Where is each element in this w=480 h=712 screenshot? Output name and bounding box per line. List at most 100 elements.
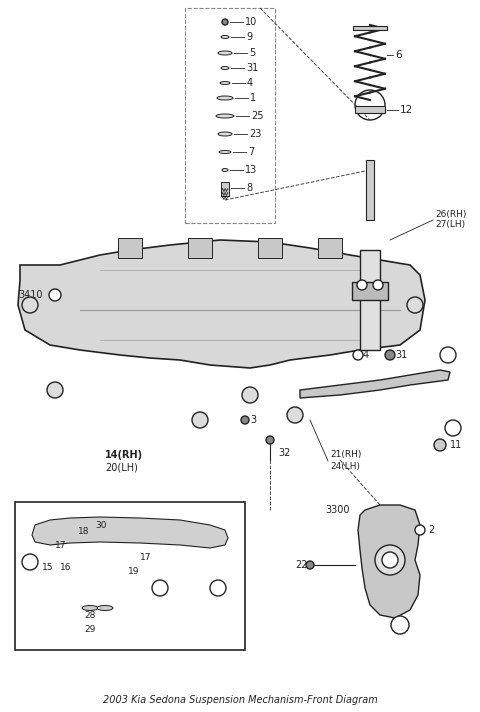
Text: 4: 4 (247, 78, 253, 88)
Text: B: B (215, 584, 221, 592)
Bar (353, 26, 387, 30)
Circle shape (22, 554, 38, 570)
Circle shape (210, 580, 226, 596)
Text: 22: 22 (295, 560, 308, 570)
Text: 19: 19 (128, 567, 140, 577)
Text: 21(RH): 21(RH) (330, 451, 361, 459)
Bar (258, 238, 282, 258)
Text: C: C (396, 620, 403, 630)
Text: 28: 28 (84, 610, 96, 619)
Circle shape (59, 526, 77, 544)
Circle shape (375, 545, 405, 575)
Circle shape (266, 436, 274, 444)
Circle shape (415, 525, 425, 535)
Bar (318, 238, 342, 258)
Text: 24(LH): 24(LH) (330, 463, 360, 471)
Text: 6: 6 (395, 50, 402, 60)
Circle shape (241, 416, 249, 424)
Ellipse shape (216, 114, 234, 118)
Text: 31: 31 (395, 350, 407, 360)
Text: C: C (450, 423, 456, 433)
Bar (352, 282, 388, 300)
Circle shape (22, 297, 38, 313)
Text: 26(RH): 26(RH) (435, 211, 467, 219)
Circle shape (434, 439, 446, 451)
Circle shape (152, 580, 168, 596)
Bar (366, 160, 374, 220)
Text: 29: 29 (84, 626, 96, 634)
Text: 23: 23 (249, 129, 262, 139)
Text: 3: 3 (250, 415, 256, 425)
Circle shape (353, 350, 363, 360)
Ellipse shape (219, 150, 231, 154)
Polygon shape (32, 517, 228, 548)
Ellipse shape (220, 81, 230, 85)
Ellipse shape (97, 605, 113, 610)
Circle shape (63, 530, 73, 540)
Circle shape (357, 280, 367, 290)
Text: 17: 17 (55, 540, 67, 550)
Text: 30: 30 (95, 520, 107, 530)
Text: A: A (157, 584, 163, 592)
Ellipse shape (217, 96, 233, 100)
Circle shape (145, 555, 165, 575)
Text: A: A (27, 557, 33, 567)
Circle shape (385, 350, 395, 360)
Polygon shape (18, 240, 425, 368)
Bar (221, 182, 229, 196)
Ellipse shape (221, 66, 229, 70)
Text: 31: 31 (246, 63, 258, 73)
Text: 17: 17 (140, 553, 152, 562)
Bar (360, 250, 380, 350)
Circle shape (222, 19, 228, 25)
Polygon shape (300, 370, 450, 398)
Text: 10: 10 (245, 17, 257, 27)
Text: 27(LH): 27(LH) (435, 221, 465, 229)
Circle shape (287, 407, 303, 423)
Bar (118, 238, 142, 258)
Text: 32: 32 (278, 448, 290, 458)
Circle shape (192, 412, 208, 428)
Ellipse shape (222, 169, 228, 172)
Text: 1: 1 (250, 93, 256, 103)
Circle shape (242, 387, 258, 403)
Text: 2003 Kia Sedona Suspension Mechanism-Front Diagram: 2003 Kia Sedona Suspension Mechanism-Fro… (103, 695, 377, 705)
Bar (188, 238, 212, 258)
Circle shape (306, 561, 314, 569)
Bar (355, 106, 385, 113)
Ellipse shape (221, 36, 229, 38)
Circle shape (391, 616, 409, 634)
Text: 25: 25 (251, 111, 264, 121)
Text: 3300: 3300 (325, 505, 349, 515)
Text: 16: 16 (60, 563, 72, 572)
Text: 15: 15 (42, 563, 53, 572)
Text: 14(RH): 14(RH) (105, 450, 143, 460)
Circle shape (49, 289, 61, 301)
Text: 20(LH): 20(LH) (105, 462, 138, 472)
Text: 11: 11 (450, 440, 462, 450)
Circle shape (440, 347, 456, 363)
Circle shape (54, 521, 82, 549)
Bar (185, 8, 275, 223)
Circle shape (149, 559, 161, 571)
Text: 12: 12 (400, 105, 413, 115)
Ellipse shape (82, 605, 98, 610)
Text: 8: 8 (246, 183, 252, 193)
Text: 3410: 3410 (18, 290, 43, 300)
Text: 18: 18 (78, 528, 89, 537)
Text: B: B (444, 350, 451, 360)
Circle shape (445, 420, 461, 436)
Text: 5: 5 (249, 48, 255, 58)
Ellipse shape (218, 132, 232, 136)
Circle shape (373, 280, 383, 290)
Circle shape (382, 552, 398, 568)
Bar (15, 502, 245, 650)
Text: 9: 9 (246, 32, 252, 42)
Text: 7: 7 (248, 147, 254, 157)
Text: 13: 13 (245, 165, 257, 175)
Ellipse shape (218, 51, 232, 55)
Circle shape (407, 297, 423, 313)
Text: 4: 4 (363, 350, 369, 360)
Text: 2: 2 (428, 525, 434, 535)
Circle shape (47, 382, 63, 398)
